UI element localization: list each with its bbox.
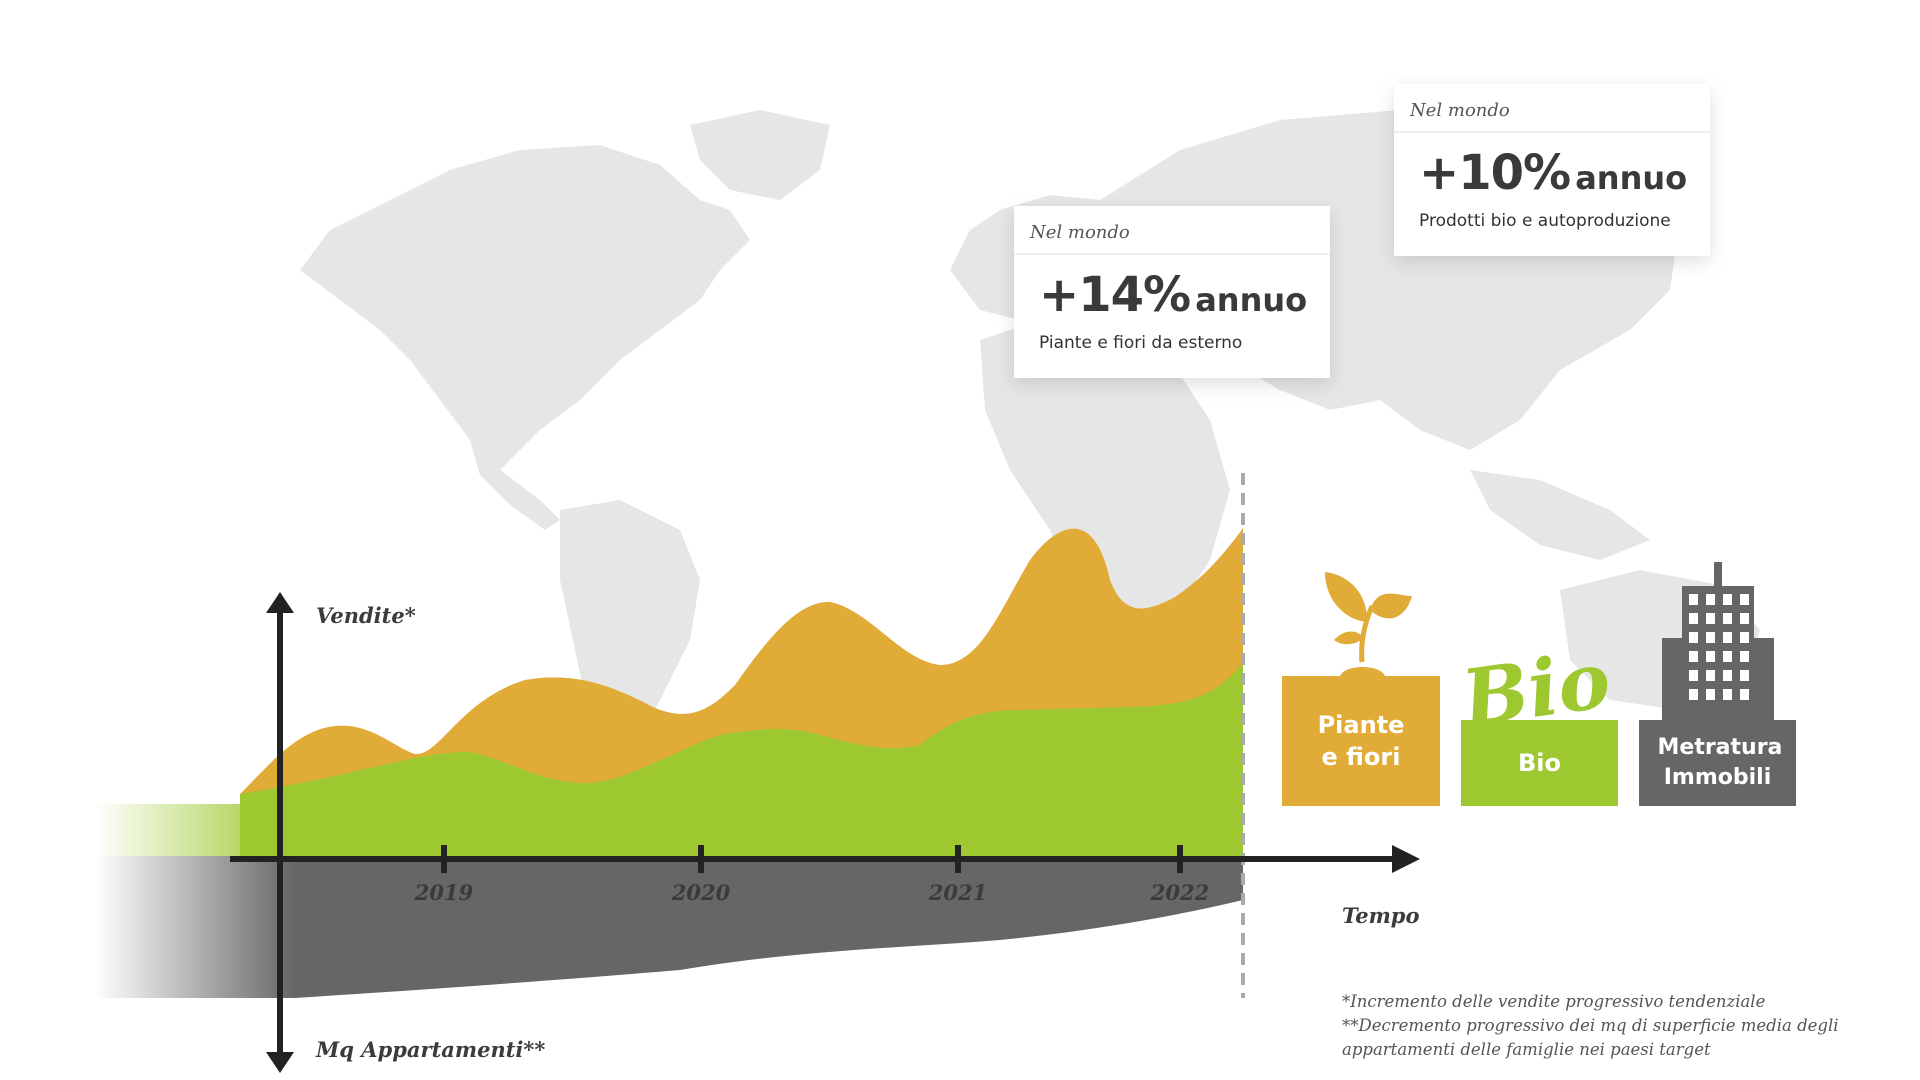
x-tick-label: 2021 bbox=[928, 880, 987, 905]
north-america-shape bbox=[300, 145, 750, 470]
building-icon-window bbox=[1723, 651, 1732, 662]
building-icon-window bbox=[1740, 594, 1749, 605]
x-axis-label-time: Tempo bbox=[1342, 903, 1420, 928]
building-icon-antenna bbox=[1714, 562, 1722, 586]
category-box-real-estate: Metratura Immobili bbox=[1639, 720, 1796, 806]
stat-card-header: Nel mondo bbox=[1394, 84, 1710, 133]
building-icon-window bbox=[1706, 651, 1715, 662]
building-icon-window bbox=[1723, 594, 1732, 605]
building-icon-window bbox=[1740, 689, 1749, 700]
building-icon-window bbox=[1740, 670, 1749, 681]
series-area-metratura-immobili bbox=[295, 856, 1243, 998]
building-icon-window bbox=[1706, 613, 1715, 624]
stat-card-plants: Nel mondo +14% annuo Piante e fiori da e… bbox=[1014, 206, 1330, 378]
building-icon-window bbox=[1706, 594, 1715, 605]
series-area-bio bbox=[240, 663, 1243, 856]
central-america-shape bbox=[470, 440, 560, 530]
building-icon-window bbox=[1723, 689, 1732, 700]
building-icon-window bbox=[1723, 613, 1732, 624]
building-icon-window bbox=[1723, 632, 1732, 643]
building-icon-window bbox=[1706, 689, 1715, 700]
building-icon-window bbox=[1706, 670, 1715, 681]
building-icon-window bbox=[1740, 651, 1749, 662]
x-tick-label: 2022 bbox=[1150, 880, 1209, 905]
building-icon-window bbox=[1740, 613, 1749, 624]
x-axis-arrow bbox=[1392, 845, 1420, 873]
stat-card-caption: Prodotti bio e autoproduzione bbox=[1419, 211, 1671, 231]
category-box-bio: Bio bbox=[1461, 720, 1618, 806]
stat-card-unit: annuo bbox=[1575, 159, 1688, 197]
building-icon-wing-left bbox=[1662, 638, 1682, 720]
building-icon-window bbox=[1706, 632, 1715, 643]
stat-card-value: +10% annuo bbox=[1394, 133, 1710, 201]
category-label: Metratura Immobili bbox=[1657, 735, 1783, 790]
stat-card-header: Nel mondo bbox=[1014, 206, 1330, 255]
building-icon-window bbox=[1689, 670, 1698, 681]
x-tick-label: 2019 bbox=[414, 880, 474, 905]
footnote-apartments-line2: appartamenti delle famiglie nei paesi ta… bbox=[1342, 1040, 1711, 1059]
building-icon-wing-right bbox=[1754, 638, 1774, 720]
category-box-plants: Piante e fiori bbox=[1282, 676, 1440, 806]
sprout-icon-leaf-small bbox=[1334, 631, 1364, 645]
building-icon-window bbox=[1689, 613, 1698, 624]
sprout-icon-leaf-left bbox=[1325, 572, 1368, 622]
y-axis-arrow-up bbox=[266, 592, 294, 613]
greenland-shape bbox=[690, 110, 830, 200]
building-icon-window bbox=[1689, 651, 1698, 662]
category-label: Piante e fiori bbox=[1317, 711, 1405, 771]
category-label: Bio bbox=[1517, 749, 1561, 777]
stat-card-unit: annuo bbox=[1195, 281, 1308, 319]
sprout-icon-leaf-right bbox=[1370, 593, 1412, 619]
building-icon-window bbox=[1689, 632, 1698, 643]
southeast-asia-shape bbox=[1470, 470, 1650, 560]
stat-card-bio: Nel mondo +10% annuo Prodotti bio e auto… bbox=[1394, 84, 1710, 256]
sprout-icon-soil bbox=[1340, 667, 1385, 676]
footnote-sales: *Incremento delle vendite progressivo te… bbox=[1342, 992, 1766, 1011]
gray-fade-strip bbox=[95, 856, 295, 998]
building-icon-window bbox=[1740, 632, 1749, 643]
stat-card-percent: +14% bbox=[1039, 267, 1191, 323]
footnote-apartments-line1: **Decremento progressivo dei mq di super… bbox=[1342, 1016, 1839, 1035]
building-icon-window bbox=[1689, 594, 1698, 605]
x-tick-label: 2020 bbox=[671, 880, 731, 905]
footnotes: *Incremento delle vendite progressivo te… bbox=[1342, 990, 1862, 1062]
stat-card-percent: +10% bbox=[1419, 145, 1571, 201]
y-axis-arrow-down bbox=[266, 1052, 294, 1073]
building-icon-window bbox=[1723, 670, 1732, 681]
stat-card-value: +14% annuo bbox=[1014, 255, 1330, 323]
y-axis-label-sales: Vendite* bbox=[316, 603, 416, 628]
y-axis-label-apartments: Mq Appartamenti** bbox=[316, 1037, 546, 1062]
africa-shape bbox=[980, 320, 1230, 670]
stat-card-caption: Piante e fiori da esterno bbox=[1039, 333, 1243, 353]
building-icon-window bbox=[1689, 689, 1698, 700]
